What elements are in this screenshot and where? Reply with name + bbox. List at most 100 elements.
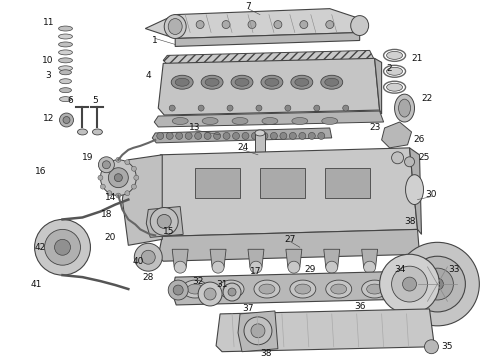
- Circle shape: [251, 324, 265, 338]
- Circle shape: [100, 160, 136, 195]
- Ellipse shape: [331, 284, 347, 294]
- Circle shape: [233, 132, 240, 139]
- Ellipse shape: [387, 51, 403, 59]
- Circle shape: [173, 285, 183, 295]
- Ellipse shape: [201, 75, 223, 89]
- Circle shape: [45, 229, 80, 265]
- Ellipse shape: [292, 117, 308, 125]
- Ellipse shape: [325, 78, 339, 86]
- Circle shape: [251, 132, 258, 139]
- Ellipse shape: [231, 75, 253, 89]
- Text: 29: 29: [304, 265, 316, 274]
- Text: 33: 33: [449, 265, 460, 274]
- Ellipse shape: [367, 284, 383, 294]
- Polygon shape: [382, 122, 412, 148]
- Circle shape: [250, 261, 262, 273]
- Circle shape: [100, 166, 105, 171]
- Circle shape: [421, 268, 453, 300]
- Polygon shape: [145, 9, 360, 39]
- Circle shape: [280, 132, 287, 139]
- Text: 17: 17: [250, 267, 262, 276]
- Text: 28: 28: [143, 273, 154, 282]
- Text: 4: 4: [146, 71, 151, 80]
- Bar: [325, 168, 369, 198]
- Circle shape: [410, 256, 466, 312]
- Text: 14: 14: [105, 193, 116, 202]
- Ellipse shape: [254, 280, 280, 298]
- Circle shape: [432, 278, 443, 290]
- Ellipse shape: [362, 280, 388, 298]
- Polygon shape: [172, 249, 188, 267]
- Circle shape: [242, 132, 249, 139]
- Circle shape: [107, 191, 112, 196]
- Circle shape: [116, 157, 121, 162]
- Circle shape: [274, 21, 282, 28]
- Ellipse shape: [59, 88, 72, 93]
- Circle shape: [256, 105, 262, 111]
- Text: 37: 37: [242, 305, 254, 314]
- Circle shape: [314, 105, 320, 111]
- Circle shape: [157, 132, 164, 139]
- Circle shape: [102, 161, 110, 169]
- Circle shape: [392, 152, 404, 164]
- Ellipse shape: [262, 117, 278, 125]
- Circle shape: [299, 132, 306, 139]
- Circle shape: [157, 215, 171, 228]
- Circle shape: [107, 160, 112, 165]
- Circle shape: [223, 132, 230, 139]
- Circle shape: [185, 132, 192, 139]
- Ellipse shape: [205, 78, 219, 86]
- Circle shape: [35, 220, 91, 275]
- Circle shape: [100, 184, 105, 189]
- Polygon shape: [122, 155, 162, 245]
- Ellipse shape: [58, 26, 73, 31]
- Bar: [260, 168, 305, 198]
- Circle shape: [343, 105, 349, 111]
- Circle shape: [166, 132, 173, 139]
- Circle shape: [270, 132, 277, 139]
- Text: 34: 34: [394, 265, 405, 274]
- Ellipse shape: [290, 280, 316, 298]
- Circle shape: [212, 261, 224, 273]
- Ellipse shape: [351, 15, 368, 36]
- Circle shape: [108, 168, 128, 188]
- Ellipse shape: [59, 70, 72, 75]
- Text: 21: 21: [412, 54, 423, 63]
- Ellipse shape: [235, 78, 249, 86]
- Ellipse shape: [232, 117, 248, 125]
- Text: 19: 19: [82, 153, 93, 162]
- Text: 35: 35: [441, 342, 453, 351]
- Text: 42: 42: [35, 243, 46, 252]
- Polygon shape: [286, 249, 302, 267]
- Ellipse shape: [295, 284, 311, 294]
- Text: 13: 13: [190, 123, 201, 132]
- Circle shape: [308, 132, 315, 139]
- Polygon shape: [210, 249, 226, 267]
- Circle shape: [285, 105, 291, 111]
- Ellipse shape: [182, 280, 208, 298]
- Circle shape: [98, 175, 103, 180]
- Ellipse shape: [164, 15, 186, 39]
- Circle shape: [141, 250, 155, 264]
- Polygon shape: [163, 50, 375, 65]
- Circle shape: [214, 132, 220, 139]
- Circle shape: [131, 166, 136, 171]
- Circle shape: [54, 239, 71, 255]
- Text: 41: 41: [31, 280, 42, 289]
- Text: 31: 31: [216, 280, 228, 289]
- Text: 27: 27: [284, 235, 295, 244]
- Bar: [195, 168, 240, 198]
- Circle shape: [134, 243, 162, 271]
- Circle shape: [228, 288, 236, 296]
- Text: 16: 16: [35, 167, 47, 176]
- Circle shape: [125, 191, 130, 196]
- Polygon shape: [255, 133, 265, 170]
- Circle shape: [150, 207, 178, 235]
- Ellipse shape: [187, 284, 203, 294]
- Circle shape: [223, 283, 241, 301]
- Polygon shape: [362, 249, 378, 267]
- Circle shape: [59, 113, 74, 127]
- Text: 2: 2: [387, 64, 392, 73]
- Circle shape: [392, 266, 427, 302]
- Polygon shape: [216, 309, 435, 352]
